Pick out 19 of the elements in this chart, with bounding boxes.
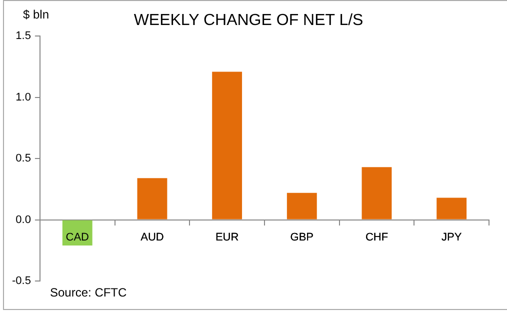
source-note: Source: CFTC [50,285,128,300]
x-tick-label: EUR [215,231,239,244]
x-tick-label: GBP [290,231,314,244]
bar [362,167,392,220]
bar [212,72,242,220]
y-tick-label: -0.5 [12,275,31,288]
chart-title: WEEKLY CHANGE OF NET L/S [134,12,364,30]
x-tick-label: AUD [140,231,164,244]
bar [286,192,317,220]
y-tick-label: 1.0 [16,91,31,104]
bar [137,178,168,220]
y-tick-label: 0.0 [16,214,31,226]
x-tick-label: CAD [66,231,90,244]
y-tick-label: 0.5 [16,152,31,165]
x-tick-label: CHF [365,231,388,244]
y-tick-label: 1.5 [16,30,31,42]
bar [436,198,467,220]
x-tick-label: JPY [441,231,462,244]
y-axis-title: $ bln [23,7,50,22]
